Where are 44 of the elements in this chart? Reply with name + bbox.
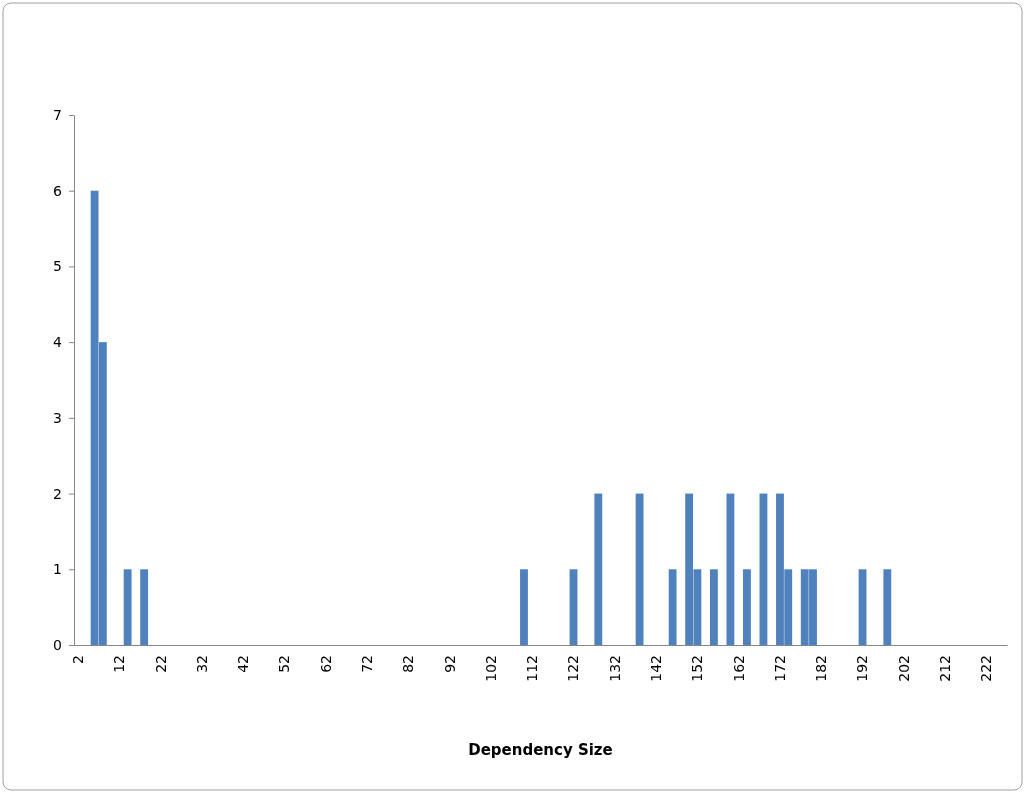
- x-tick-label: 162: [730, 655, 747, 682]
- x-tick-label: 82: [400, 655, 417, 673]
- bar: [635, 493, 644, 645]
- x-tick-label: 132: [606, 655, 623, 682]
- y-tick-label: 7: [53, 106, 62, 123]
- bar: [743, 569, 751, 645]
- bar: [594, 493, 603, 645]
- x-tick-label: 92: [441, 655, 458, 673]
- bar: [709, 569, 718, 645]
- x-tick-label: 142: [648, 655, 664, 682]
- y-tick-label: 3: [53, 409, 62, 426]
- x-tick-label: 192: [854, 655, 871, 682]
- y-tick-label: 1: [53, 561, 62, 578]
- x-tick-label: 32: [193, 655, 210, 673]
- bar: [520, 569, 528, 645]
- y-tick-label: 5: [53, 258, 62, 275]
- bar: [668, 569, 677, 645]
- y-tick-label: 0: [53, 636, 62, 653]
- x-tick-label: 172: [771, 655, 788, 682]
- x-tick-label: 182: [813, 655, 830, 682]
- y-tick-label: 4: [53, 334, 63, 351]
- x-tick-label: 52: [276, 655, 293, 673]
- x-tick-label: 2: [69, 655, 86, 664]
- x-tick-label: 102: [482, 655, 499, 682]
- x-axis-title: Dependency Size: [468, 741, 613, 759]
- x-tick-label: 62: [317, 655, 334, 673]
- x-tick-label: 152: [689, 655, 706, 682]
- x-tick-label: 212: [937, 655, 954, 682]
- bar: [726, 493, 735, 645]
- bar: [140, 569, 149, 645]
- bar: [123, 569, 132, 645]
- x-tick-label: 222: [978, 655, 995, 682]
- x-tick-label: 202: [895, 655, 912, 682]
- x-tick-label: 22: [152, 655, 169, 673]
- y-tick-label: 6: [53, 182, 63, 199]
- bar: [883, 569, 892, 645]
- bar: [858, 569, 867, 645]
- x-tick-label: 12: [111, 655, 128, 673]
- y-tick-label: 2: [53, 485, 62, 502]
- x-tick-label: 122: [565, 655, 582, 682]
- x-tick-label: 42: [235, 655, 252, 673]
- x-tick-label: 72: [359, 655, 375, 673]
- bar: [569, 569, 578, 645]
- x-tick-label: 112: [524, 655, 541, 682]
